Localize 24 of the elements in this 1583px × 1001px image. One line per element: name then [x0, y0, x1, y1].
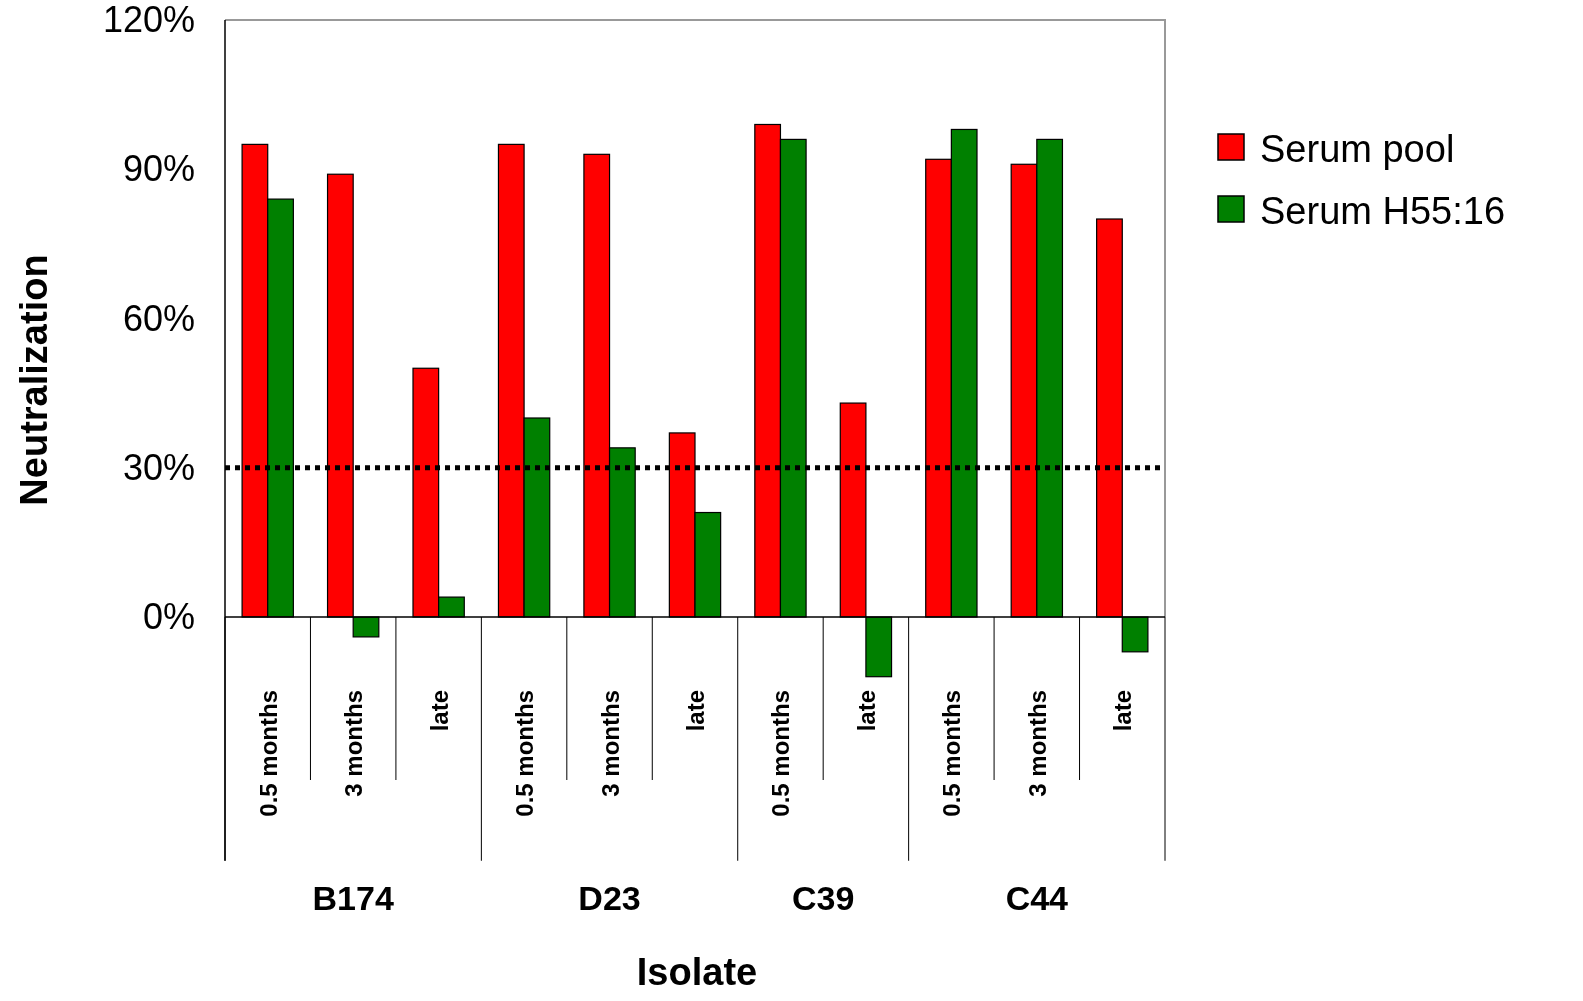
text: B174	[312, 879, 394, 917]
text: D23	[578, 879, 641, 917]
x-tick-label: 0.5 months	[938, 690, 966, 817]
y-tick-label: 60%	[122, 297, 195, 339]
x-tick-label: late	[852, 690, 880, 732]
x-tick-label: 0.5 months	[254, 690, 282, 817]
y-tick-label: 120%	[102, 0, 195, 41]
y-tick-label: 90%	[122, 148, 195, 190]
x-tick-label: late	[1109, 690, 1137, 732]
x-tick-label: late	[425, 690, 453, 732]
legend-label: Serum H55:16	[1260, 190, 1506, 232]
x-tick-label: 3 months	[596, 690, 624, 797]
x-axis-title: Isolate	[636, 951, 758, 993]
x-tick-label: 3 months	[340, 690, 368, 797]
x-tick-label: 0.5 months	[767, 690, 795, 817]
text: C44	[1005, 879, 1069, 917]
x-tick-label: 0.5 months	[511, 690, 539, 817]
y-tick-label: 30%	[122, 446, 195, 488]
y-tick-label: 0%	[142, 596, 195, 638]
y-axis-title: Neutralization	[13, 254, 55, 506]
text: C39	[791, 879, 855, 917]
x-tick-label: late	[682, 690, 709, 732]
x-tick-label: 3 months	[1023, 690, 1051, 797]
legend-label: Serum pool	[1260, 128, 1455, 170]
